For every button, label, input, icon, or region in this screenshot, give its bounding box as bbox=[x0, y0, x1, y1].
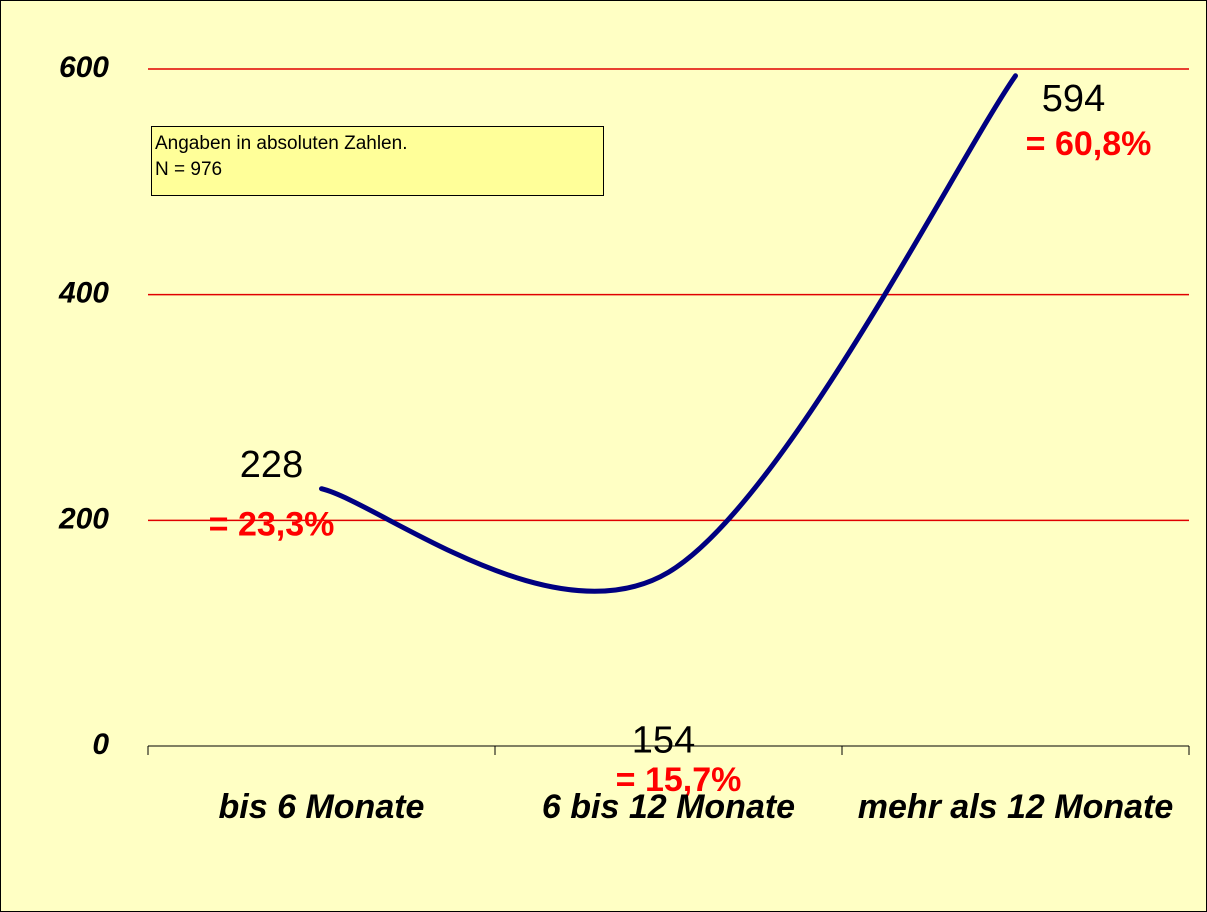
percent-label: = 60,8% bbox=[1026, 125, 1152, 163]
annotation-line: N = 976 bbox=[155, 159, 223, 180]
value-label: 154 bbox=[632, 719, 695, 761]
value-label: 594 bbox=[1042, 78, 1105, 120]
y-tick-label: 600 bbox=[59, 51, 109, 84]
y-tick-label: 400 bbox=[58, 277, 109, 310]
line bbox=[319, 73, 1018, 594]
annotation-box: Angaben in absoluten Zahlen. N = 976 bbox=[151, 126, 604, 196]
x-tick-label: mehr als 12 Monate bbox=[857, 788, 1174, 826]
x-tick-label: 6 bis 12 Monate bbox=[541, 788, 796, 826]
annotation-line: Angaben in absoluten Zahlen. bbox=[155, 133, 408, 154]
percent-label: = 23,3% bbox=[209, 506, 335, 544]
x-tick-label: bis 6 Monate bbox=[218, 788, 425, 826]
y-tick-label: 0 bbox=[92, 728, 109, 761]
percent-label: = 15,7% bbox=[616, 761, 742, 799]
value-label: 228 bbox=[240, 444, 303, 486]
y-tick-label: 200 bbox=[58, 502, 109, 535]
